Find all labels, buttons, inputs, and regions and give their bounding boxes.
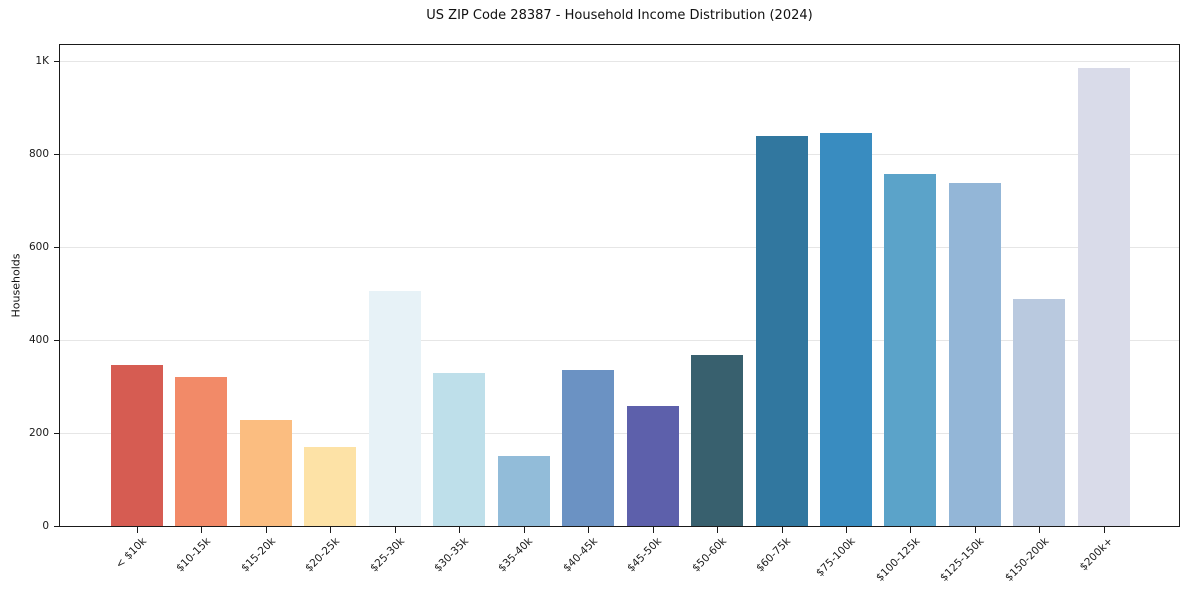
x-axis-tick-label: $100-125k (873, 535, 923, 584)
x-axis-tick-mark (781, 527, 783, 533)
bar-40-45k (562, 370, 615, 526)
y-axis-tick-mark (54, 526, 59, 527)
y-axis-label: Households (9, 253, 23, 318)
bar-30-35k (433, 372, 486, 526)
x-axis-tick-mark (459, 527, 461, 533)
bar-10-15k (175, 377, 228, 526)
y-axis-tick-mark (54, 339, 59, 341)
bar-35-40k (497, 456, 550, 526)
x-axis-tick-label: $125-150k (938, 535, 987, 584)
bar-25-30k (368, 290, 421, 526)
x-axis-tick-mark (137, 527, 138, 533)
x-axis-tick-label: $200k+ (1077, 535, 1116, 574)
bar-75-100k (820, 133, 872, 526)
bar-15-20k (239, 419, 292, 526)
x-axis-tick-mark (910, 527, 912, 533)
x-axis-tick-label: $30-35k (431, 535, 471, 575)
x-axis-tick-mark (588, 527, 590, 533)
bar-45-50k (626, 406, 679, 526)
x-axis-tick-label: $10-15k (174, 535, 214, 575)
x-axis-tick-label: $60-75k (754, 535, 794, 575)
x-axis-tick-mark (652, 527, 654, 533)
x-axis-tick-mark (1039, 527, 1041, 533)
x-axis-tick-label: $45-50k (625, 535, 665, 575)
y-axis-tick-label: 0 (42, 520, 49, 532)
bar-125-150k (948, 183, 1001, 526)
bar-50-60k (691, 354, 744, 526)
x-axis-tick-mark (717, 527, 719, 533)
x-axis-tick-label: $15-20k (238, 535, 278, 575)
y-axis-tick-mark (54, 433, 59, 434)
bar-20-25k (304, 446, 357, 526)
y-gridline (60, 339, 1179, 341)
x-axis-tick-label: $20-25k (303, 535, 343, 575)
y-axis-tick-label: 1K (35, 54, 49, 67)
chart-title: US ZIP Code 28387 - Household Income Dis… (426, 8, 813, 23)
y-axis-tick-label: 800 (28, 147, 49, 160)
y-gridline (60, 246, 1179, 248)
y-axis-label-container: Households (2, 44, 30, 527)
x-axis-tick-mark (974, 527, 976, 533)
x-axis-tick-mark (201, 527, 203, 533)
x-axis-tick-label: $40-45k (560, 535, 600, 575)
y-axis-tick-mark (54, 246, 59, 248)
x-axis-tick-label: < $10k (113, 535, 149, 571)
y-axis-tick-label: 600 (28, 240, 49, 253)
y-axis-tick-label: 200 (28, 427, 49, 439)
y-axis-tick-mark (54, 60, 59, 62)
y-gridline (60, 153, 1179, 155)
x-axis-tick-mark (846, 527, 847, 533)
y-axis-tick-mark (54, 153, 59, 155)
y-gridline (60, 433, 1179, 434)
x-axis-tick-label: $35-40k (496, 535, 536, 575)
x-axis-tick-label: $50-60k (689, 535, 729, 575)
x-axis-tick-label: $75-100k (813, 535, 858, 580)
bar-100-125k (884, 174, 937, 526)
x-axis-tick-mark (1103, 527, 1105, 533)
plot-area: 0 200 400 600 800 1K < $10k $10-15k $15-20k $20-2… (29, 44, 1180, 584)
x-axis-tick-label: $25-30k (367, 535, 407, 575)
x-axis-tick-mark (265, 527, 267, 533)
y-gridline (60, 60, 1179, 62)
x-axis-tick-mark (394, 527, 396, 533)
bar-60-75k (755, 136, 808, 526)
bar-200k (1077, 67, 1130, 526)
y-axis-tick-label: 400 (28, 333, 49, 346)
x-axis-tick-mark (523, 527, 525, 533)
bar-10k (111, 365, 163, 526)
bar-150-200k (1013, 298, 1066, 526)
x-axis-tick-mark (330, 527, 332, 533)
x-axis-tick-label: $150-200k (1002, 535, 1052, 584)
